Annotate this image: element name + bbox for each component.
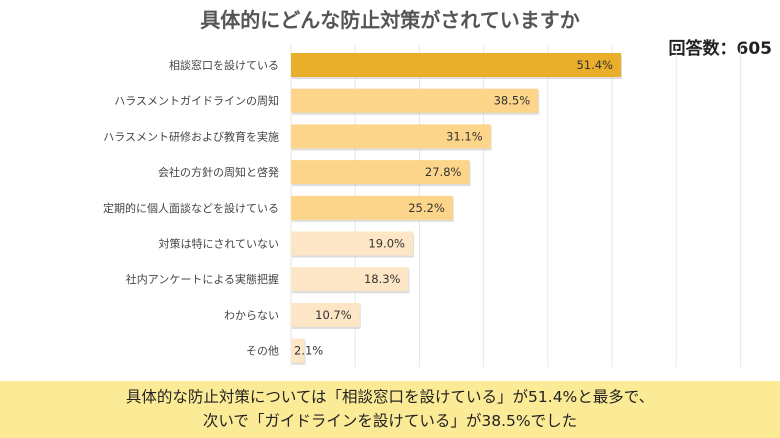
category-label: わからない: [224, 309, 279, 322]
category-label: ハラスメントガイドラインの周知: [114, 94, 279, 108]
data-label: 10.7%: [315, 308, 352, 322]
category-label: 会社の方針の周知と啓発: [158, 165, 279, 179]
data-label: 25.2%: [408, 201, 445, 215]
category-label: 社内アンケートによる実態把握: [126, 272, 279, 286]
bar: [291, 160, 470, 185]
bar: [291, 53, 621, 77]
bar: [291, 338, 305, 363]
data-label: 38.5%: [494, 94, 531, 108]
bar: [291, 195, 453, 220]
category-label: 対策は特にされていない: [159, 237, 279, 251]
bar: [291, 88, 539, 113]
data-label: 2.1%: [294, 344, 323, 358]
category-label: 定期的に個人面談などを設けている: [103, 201, 279, 215]
data-label: 31.1%: [446, 129, 483, 143]
bar: [291, 124, 491, 149]
summary-banner: 具体的な防止対策については「相談窓口を設けている」が51.4%と最多で、 次いで…: [0, 381, 780, 438]
bar: [291, 302, 360, 327]
category-label: 相談窓口を設けている: [169, 58, 279, 72]
bar: [291, 231, 413, 256]
respondent-count: 回答数：605: [668, 39, 773, 59]
summary-line-2: 次いで「ガイドラインを設けている」が38.5%でした: [202, 412, 578, 430]
category-label: ハラスメント研修および教育を実施: [103, 129, 279, 143]
bar-chart: 相談窓口を設けている 51.4% ハラスメントガイドラインの周知 38.5% ハラスメン…: [103, 45, 741, 367]
data-label: 18.3%: [364, 272, 401, 286]
summary-line-1: 具体的な防止対策については「相談窓口を設けている」が51.4%と最多で、: [125, 388, 655, 406]
chart-title: 具体的にどんな防止対策がされていますか: [200, 8, 580, 32]
bar: [291, 267, 409, 292]
data-label: 51.4%: [576, 58, 613, 72]
category-label: その他: [246, 345, 279, 358]
data-label: 27.8%: [425, 165, 462, 179]
data-label: 19.0%: [368, 237, 405, 251]
